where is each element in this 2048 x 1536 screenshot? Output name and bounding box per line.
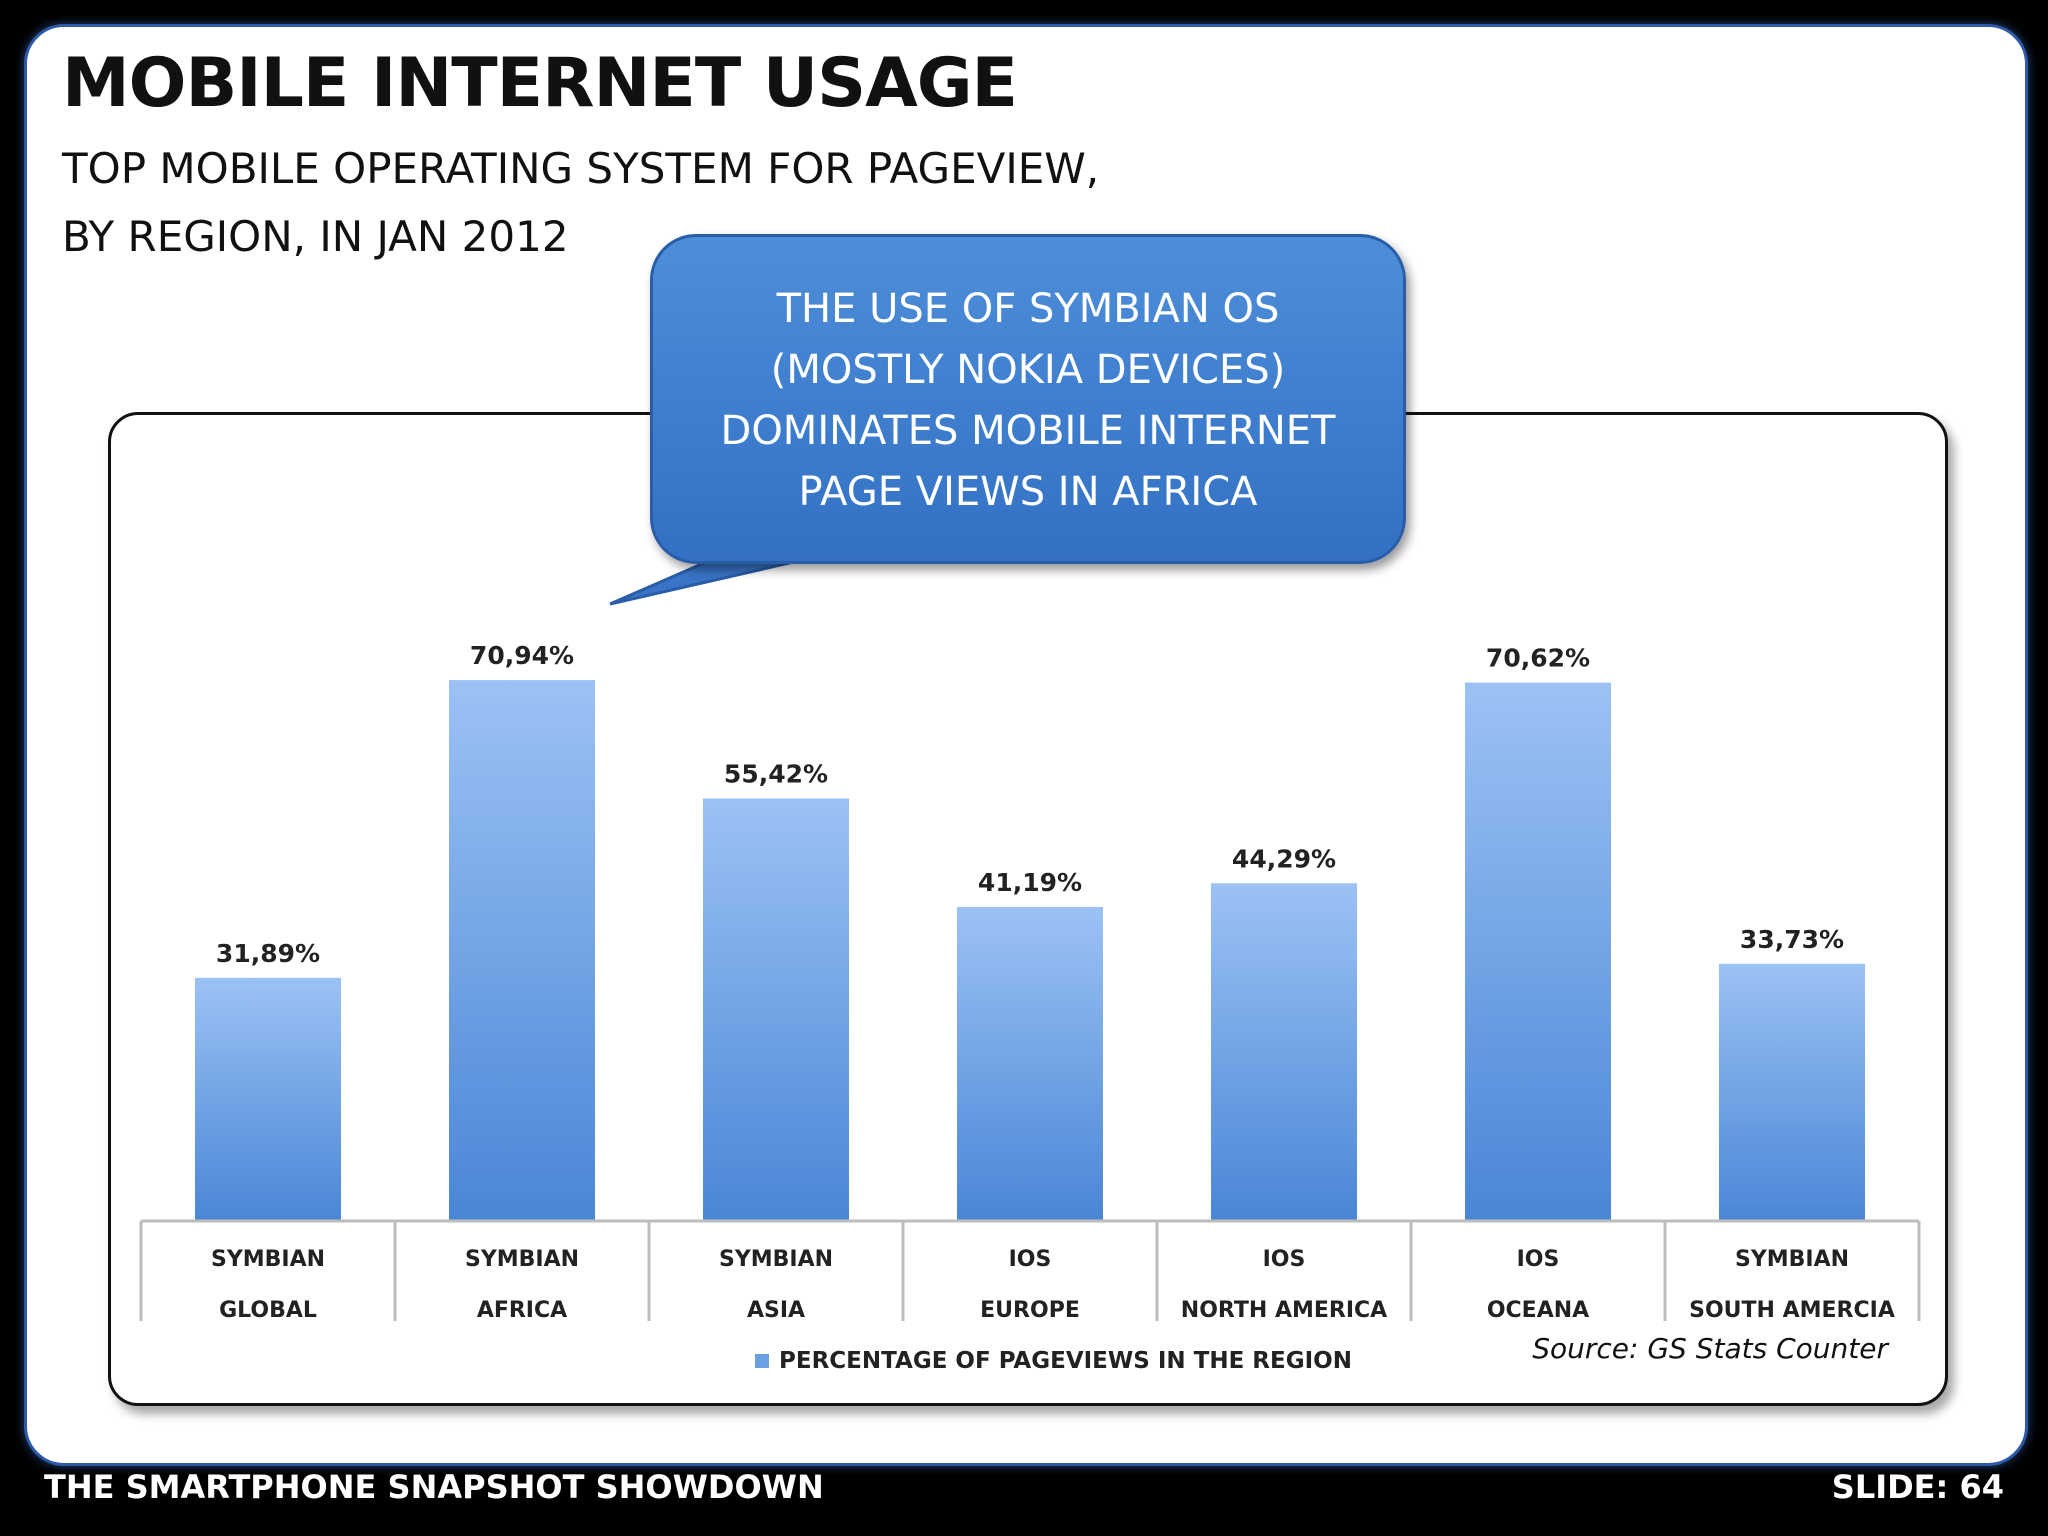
bar: [957, 906, 1103, 1221]
category-label-region: AFRICA: [477, 1298, 567, 1323]
callout-bubble: THE USE OF SYMBIAN OS (MOSTLY NOKIA DEVI…: [650, 234, 1406, 564]
category-label-os: IOS: [1009, 1247, 1052, 1272]
category-label-os: SYMBIAN: [465, 1247, 579, 1272]
category-label-os: SYMBIAN: [1735, 1247, 1849, 1272]
slide-subtitle-line2: BY REGION, IN JAN 2012: [62, 212, 569, 261]
category-label-os: IOS: [1263, 1247, 1306, 1272]
data-label: 44,29%: [1232, 844, 1336, 873]
category-label-region: SOUTH AMERCIA: [1689, 1298, 1895, 1323]
callout-line: PAGE VIEWS IN AFRICA: [798, 469, 1258, 515]
data-label: 55,42%: [724, 759, 828, 788]
data-label: 31,89%: [216, 939, 320, 968]
bar: [195, 977, 341, 1221]
legend-swatch: [755, 1354, 769, 1368]
data-label: 70,62%: [1486, 644, 1590, 673]
bar: [449, 680, 595, 1221]
footer-title: THE SMARTPHONE SNAPSHOT SHOWDOWN: [44, 1468, 824, 1506]
category-label-region: EUROPE: [980, 1298, 1080, 1323]
callout-line: DOMINATES MOBILE INTERNET: [720, 408, 1336, 454]
category-label-os: SYMBIAN: [719, 1247, 833, 1272]
legend: PERCENTAGE OF PAGEVIEWS IN THE REGION: [755, 1348, 1352, 1374]
slide-subtitle-line1: TOP MOBILE OPERATING SYSTEM FOR PAGEVIEW…: [62, 144, 1100, 193]
slide-title: MOBILE INTERNET USAGE: [62, 44, 1018, 123]
callout-line: (MOSTLY NOKIA DEVICES): [770, 347, 1286, 393]
bar: [1465, 682, 1611, 1221]
category-axis: SYMBIAN GLOBAL SYMBIAN AFRICA SYMBIAN ASIA IOS…: [139, 1219, 1921, 1323]
category-label-region: NORTH AMERICA: [1181, 1298, 1387, 1323]
callout-line: THE USE OF SYMBIAN OS: [776, 286, 1280, 332]
bar: [1719, 963, 1865, 1221]
category-label-region: ASIA: [747, 1298, 805, 1323]
bar: [1211, 883, 1357, 1221]
bar-chart: 31,89% 70,94% 55,42% 41,19% 44,29% 70,62% 33,7…: [139, 641, 1921, 1374]
data-label: 33,73%: [1740, 925, 1844, 954]
slide-number: SLIDE: 64: [1831, 1468, 2004, 1506]
data-label: 70,94%: [470, 641, 574, 670]
category-label-region: GLOBAL: [219, 1298, 317, 1323]
data-labels-layer: 31,89% 70,94% 55,42% 41,19% 44,29% 70,62% 33,7…: [216, 641, 1844, 968]
category-label-region: OCEANA: [1487, 1298, 1589, 1323]
data-label: 41,19%: [978, 868, 1082, 897]
bars-layer: [195, 680, 1865, 1221]
legend-label: PERCENTAGE OF PAGEVIEWS IN THE REGION: [779, 1348, 1352, 1374]
category-label-os: SYMBIAN: [211, 1247, 325, 1272]
bar: [703, 798, 849, 1221]
source-note: Source: GS Stats Counter: [1532, 1332, 1888, 1365]
category-label-os: IOS: [1517, 1247, 1560, 1272]
chart-frame: 31,89% 70,94% 55,42% 41,19% 44,29% 70,62% 33,7…: [108, 412, 1948, 1406]
